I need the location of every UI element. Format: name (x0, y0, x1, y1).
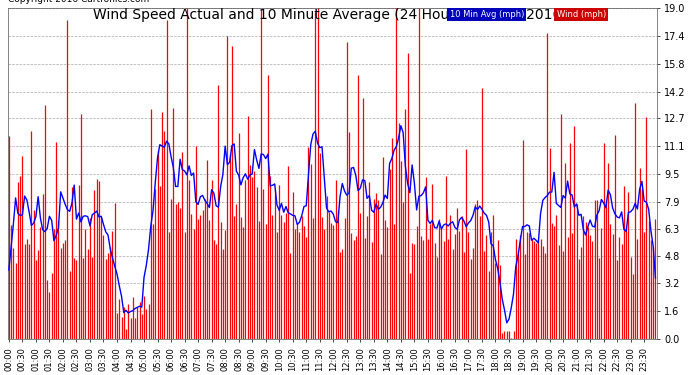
Text: Wind Speed Actual and 10 Minute Average (24 Hours)  (New)  20160330: Wind Speed Actual and 10 Minute Average … (93, 8, 597, 21)
Text: Copyright 2016 Cartronics.com: Copyright 2016 Cartronics.com (8, 0, 149, 4)
Text: Wind (mph): Wind (mph) (557, 10, 606, 19)
Text: 10 Min Avg (mph): 10 Min Avg (mph) (450, 10, 524, 19)
